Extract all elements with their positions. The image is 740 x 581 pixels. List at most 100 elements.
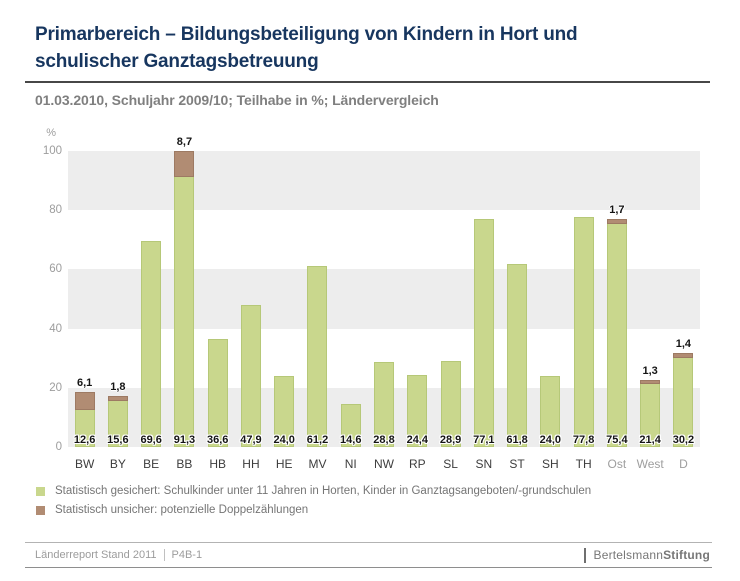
chart-subtitle: 01.03.2010, Schuljahr 2009/10; Teilhabe … (35, 92, 439, 108)
bar-slot-rp: 24,4 (401, 151, 434, 447)
bar-segment-gesichert (640, 383, 661, 447)
bar-slot-he: 24,0 (268, 151, 301, 447)
x-tick-ni: NI (344, 457, 357, 471)
x-tick-th: TH (575, 457, 592, 471)
bar-segment-gesichert (107, 400, 128, 447)
bar-st (507, 264, 528, 447)
bar-segment-unsicher (74, 391, 95, 410)
bar-value-label: 69,6 (140, 434, 162, 446)
footer-divider (163, 549, 165, 561)
bar-value-label: 24,4 (406, 434, 428, 446)
bar-th (573, 216, 594, 447)
x-tick-rp: RP (408, 457, 426, 471)
x-tick-he: HE (275, 457, 293, 471)
bar-value-label: 61,2 (306, 434, 329, 446)
brand-name-1: Bertelsmann (593, 548, 664, 562)
bar-hb (207, 338, 228, 447)
page-title-line1: Primarbereich – Bildungsbeteiligung von … (35, 24, 578, 45)
bar-by (107, 395, 128, 447)
x-tick-hb: HB (209, 457, 227, 471)
x-tick-bb: BB (176, 457, 193, 471)
x-tick-hh: HH (242, 457, 260, 471)
bar-bw (74, 391, 95, 447)
bar-segment-gesichert (540, 375, 561, 447)
bar-segment-gesichert (606, 223, 627, 447)
bar-slot-hb: 36,6 (201, 151, 234, 447)
title-divider (25, 81, 710, 83)
brand-name-2: Stiftung (663, 548, 710, 562)
y-tick-label: 0 (55, 441, 62, 453)
bar-slot-th: 77,8 (567, 151, 600, 447)
footer-source: Länderreport Stand 2011 P4B-1 (35, 549, 202, 561)
x-tick-sn: SN (475, 457, 493, 471)
bar-segment-gesichert (340, 403, 361, 447)
footer-code: P4B-1 (171, 549, 203, 561)
bar-slot-ni: 14,6 (334, 151, 367, 447)
brand-logo: Bertelsmann Stiftung (583, 547, 711, 563)
legend-swatch (36, 505, 45, 515)
x-tick-st: ST (509, 457, 525, 471)
bar-value-label: 14,6 (340, 434, 362, 446)
bar-value-label: 77,1 (473, 434, 495, 446)
bar-value-label: 91,3 (173, 434, 196, 446)
bar-slot-nw: 28,8 (367, 151, 400, 447)
page-title-line2: schulischer Ganztagsbetreuung (35, 51, 319, 72)
bar-value-label: 36,6 (206, 434, 229, 446)
bar-value-label: 15,6 (107, 434, 129, 446)
bar-segment-gesichert (307, 265, 328, 447)
bar-segment-gesichert (440, 361, 461, 447)
bar-segment-gesichert (207, 338, 228, 447)
bar-segment-gesichert (507, 264, 528, 447)
plot-band (68, 269, 700, 329)
bar-bb (174, 151, 195, 447)
y-tick-label: 60 (49, 263, 62, 276)
bar-segment-unsicher (673, 353, 694, 358)
cap-value-label: 1,8 (110, 380, 126, 393)
bar-segment-gesichert (374, 361, 395, 447)
y-tick-label: 80 (49, 204, 62, 217)
bar-segment-gesichert (174, 176, 195, 447)
bar-segment-gesichert (74, 409, 95, 447)
bar-value-label: 77,8 (572, 434, 595, 446)
bar-value-label: 28,9 (439, 434, 462, 446)
bar-slot-west: 1,3 21,4 (634, 151, 667, 447)
bar-segment-gesichert (673, 357, 694, 447)
x-tick-mv: MV (308, 457, 327, 471)
legend-label: Statistisch unsicher: potenzielle Doppel… (55, 504, 309, 516)
bar-be (141, 240, 162, 447)
bar-segment-gesichert (573, 216, 594, 447)
x-tick-bw: BW (74, 457, 95, 471)
cap-value-label: 6,1 (76, 376, 93, 389)
bar-slot-hh: 47,9 (234, 151, 267, 447)
bar-segment-unsicher (606, 218, 627, 224)
bar-nw (374, 361, 395, 447)
x-tick-nw: NW (374, 457, 395, 471)
plot-band (68, 151, 700, 211)
bar-slot-bw: 6,1 12,6 (68, 151, 101, 447)
bar-segment-gesichert (240, 305, 261, 447)
legend-item: Statistisch unsicher: potenzielle Doppel… (36, 504, 591, 516)
bar-slot-sh: 24,0 (534, 151, 567, 447)
bar-ni (340, 403, 361, 447)
legend-label: Statistisch gesichert: Schulkinder unter… (55, 485, 592, 497)
bar-row: 6,1 12,6 1,8 15,6 69,6 8,7 91,3 36,6 47,9 24,0 61,… (68, 136, 700, 447)
plot-area: 6,1 12,6 1,8 15,6 69,6 8,7 91,3 36,6 47,9 24,0 61,… (68, 136, 700, 447)
footer-source-text: Länderreport Stand 2011 (35, 549, 157, 561)
y-axis-unit-label: % (46, 127, 56, 139)
bar-value-label: 12,6 (73, 434, 96, 446)
bar-value-label: 30,2 (672, 434, 695, 446)
bar-sl (440, 361, 461, 447)
x-tick-sl: SL (443, 457, 458, 471)
cap-value-label: 1,7 (609, 203, 625, 216)
bar-value-label: 24,0 (273, 434, 295, 446)
bar-value-label: 28,8 (373, 434, 395, 446)
x-tick-by: BY (109, 457, 126, 471)
bar-value-label: 61,8 (506, 434, 528, 446)
legend-item: Statistisch gesichert: Schulkinder unter… (36, 485, 591, 497)
x-tick-west: West (636, 457, 664, 471)
bar-mv (307, 265, 328, 447)
bar-slot-mv: 61,2 (301, 151, 334, 447)
bar-ost (606, 218, 627, 447)
footer: Länderreport Stand 2011 P4B-1 Bertelsman… (25, 542, 712, 568)
cap-value-label: 1,3 (642, 364, 658, 377)
